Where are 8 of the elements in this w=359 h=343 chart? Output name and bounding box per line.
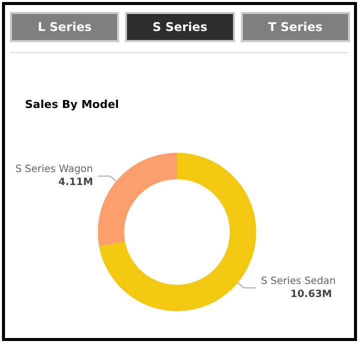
chart-title: Sales By Model xyxy=(25,98,119,111)
text: L Series xyxy=(10,12,120,42)
slice-label: S Series Sedan xyxy=(260,276,336,287)
text: T Series xyxy=(240,12,350,42)
slice-label: S Series Wagon xyxy=(15,164,94,176)
data-label: 4.11M xyxy=(58,177,94,188)
data-label: 10.63M xyxy=(290,288,332,300)
text: S Series xyxy=(125,12,235,42)
